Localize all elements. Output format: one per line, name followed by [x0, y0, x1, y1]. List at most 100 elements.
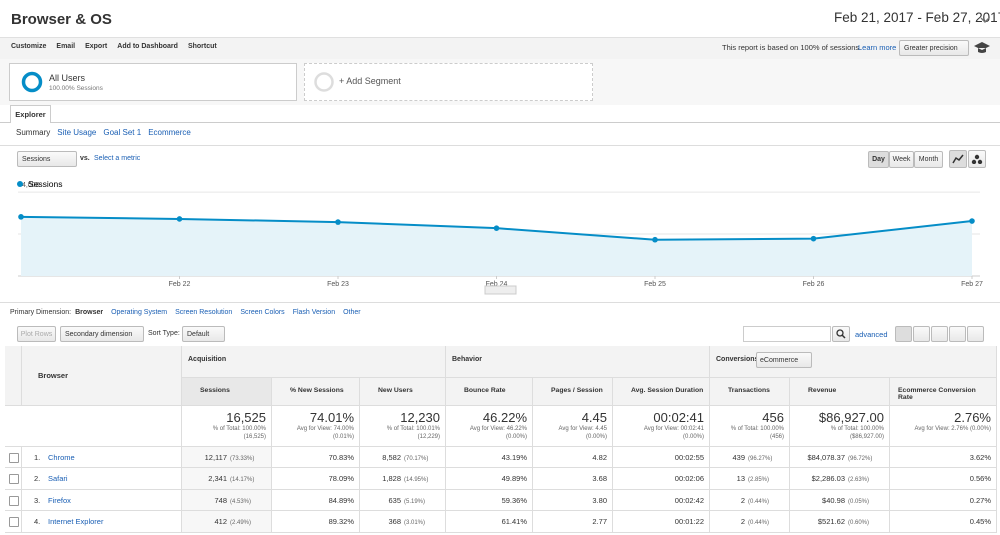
row-index: 4. — [34, 517, 41, 526]
y-tick-label: 4,000 — [22, 182, 40, 189]
column-header[interactable]: Avg. Session Duration — [613, 378, 710, 406]
column-header[interactable]: New Users — [360, 378, 446, 406]
column-header[interactable]: Bounce Rate — [446, 378, 533, 406]
data-cell: 3.62% — [890, 447, 997, 468]
browser-link[interactable]: Safari — [48, 474, 68, 483]
cell-value: 00:02:42 — [674, 496, 704, 505]
cell-value: 412 — [214, 517, 227, 526]
browser-link[interactable]: Internet Explorer — [48, 517, 104, 526]
totals-cell: 456% of Total: 100.00% (456) — [710, 406, 790, 447]
granularity-button[interactable]: Week — [889, 151, 914, 168]
dimension-link[interactable]: Screen Colors — [240, 309, 285, 316]
motion-chart-toggle[interactable] — [968, 150, 986, 168]
subtab[interactable]: Ecommerce — [148, 128, 191, 137]
view-toggle[interactable] — [967, 326, 984, 342]
advanced-link[interactable]: advanced — [855, 330, 888, 339]
column-header[interactable]: Revenue — [790, 378, 890, 406]
view-toggle[interactable] — [949, 326, 966, 342]
granularity-button[interactable]: Month — [914, 151, 943, 168]
view-toggle[interactable] — [931, 326, 948, 342]
subtab[interactable]: Goal Set 1 — [103, 128, 142, 137]
column-header[interactable]: Ecommerce Conversion Rate — [890, 378, 997, 406]
plot-rows[interactable]: Plot Rows — [17, 326, 56, 342]
column-header[interactable]: % New Sessions — [272, 378, 360, 406]
cell-value: 12,117 — [204, 453, 227, 462]
toolbar-item[interactable]: Shortcut — [187, 43, 217, 50]
search-button[interactable] — [832, 326, 850, 342]
row-checkbox[interactable] — [9, 496, 19, 506]
total-value: 456 — [762, 410, 784, 425]
cell-percent: (73.33%) — [230, 456, 255, 462]
toolbar-item[interactable]: Email — [56, 43, 76, 50]
view-toggle[interactable] — [895, 326, 912, 342]
column-header[interactable]: Pages / Session — [533, 378, 613, 406]
subtab[interactable]: Site Usage — [57, 128, 97, 137]
segment-all-users[interactable] — [9, 63, 297, 101]
metric-select[interactable]: Sessions — [17, 151, 77, 167]
tab-rule — [0, 122, 1000, 123]
cell-value: 89.32% — [328, 517, 354, 526]
sort-select[interactable]: Default — [182, 326, 225, 342]
data-cell: 13 (2.85%) — [710, 468, 790, 490]
cell-value: 439 — [732, 453, 745, 462]
dimension-link[interactable]: Other — [343, 309, 361, 316]
group-title: Conversions — [716, 356, 759, 363]
point — [810, 235, 817, 242]
browser-link[interactable]: Chrome — [48, 453, 75, 462]
dimension-link[interactable]: Flash Version — [292, 309, 336, 316]
metric-text: Sessions — [22, 155, 51, 163]
toolbar-item[interactable]: Export — [85, 43, 108, 50]
education-icon[interactable] — [973, 41, 991, 55]
explorer-tab[interactable]: Explorer — [10, 105, 51, 123]
granularity-button[interactable]: Day — [868, 151, 889, 168]
data-cell: 59.36% — [446, 490, 533, 511]
data-cell: 84.89% — [272, 490, 360, 511]
vs-text: vs. — [80, 155, 90, 162]
data-cell: $40.98 (0.05%) — [790, 490, 890, 511]
browser-link[interactable]: Firefox — [48, 496, 71, 505]
total-detail: Avg for View: 74.00% (0.01%) — [296, 426, 354, 440]
dimension-link[interactable]: Operating System — [111, 309, 168, 316]
learn-more[interactable]: Learn more — [858, 43, 897, 52]
browser-cell: 3. Firefox — [22, 490, 182, 511]
column-header[interactable]: Sessions — [182, 378, 272, 406]
total-value: 46.22% — [482, 410, 527, 425]
row-checkbox-cell — [5, 468, 22, 490]
data-cell: 0.45% — [890, 511, 997, 533]
chart-rule — [0, 145, 1000, 146]
select-metric[interactable]: Select a metric — [94, 155, 141, 162]
cell-percent: (14.17%) — [230, 477, 255, 483]
add-segment[interactable] — [304, 63, 593, 101]
segment-ring — [21, 71, 43, 93]
precision-select[interactable]: Greater precision — [899, 40, 969, 56]
view-toggle[interactable] — [913, 326, 930, 342]
point — [335, 219, 341, 225]
secondary-dimension[interactable]: Secondary dimension — [60, 326, 144, 342]
conversion-select[interactable]: eCommerce — [756, 352, 812, 368]
dimension-link[interactable]: Screen Resolution — [175, 309, 233, 316]
cell-percent: (4.53%) — [230, 499, 252, 505]
column-header[interactable]: Transactions — [710, 378, 790, 406]
line-chart-toggle[interactable] — [949, 150, 967, 168]
legend-dot — [17, 181, 23, 187]
cell-percent: (3.01%) — [404, 520, 426, 526]
total-value: 4.45 — [581, 410, 607, 425]
toolbar-item[interactable]: Add to Dashboard — [117, 43, 178, 50]
row-checkbox[interactable] — [9, 453, 19, 463]
data-cell: 635 (5.19%) — [360, 490, 446, 511]
toolbar-item[interactable]: Customize — [11, 43, 47, 50]
totals-cell: 74.01% Avg for View: 74.00% (0.01%) — [272, 406, 360, 447]
browser-cell: 2. Safari — [22, 468, 182, 490]
search-box[interactable] — [743, 326, 831, 342]
row-checkbox[interactable] — [9, 517, 19, 527]
data-cell: 0.27% — [890, 490, 997, 511]
cell-value: 59.36% — [501, 496, 527, 505]
totals-cell — [5, 406, 182, 447]
date-range[interactable]: Feb 21, 2017 - Feb 27, 2017 — [834, 10, 1000, 25]
data-cell: 368 (3.01%) — [360, 511, 446, 533]
data-cell: 2,341 (14.17%) — [182, 468, 272, 490]
subtab[interactable]: Summary — [16, 128, 51, 137]
row-checkbox[interactable] — [9, 474, 19, 484]
cell-percent: (2.85%) — [748, 477, 770, 483]
